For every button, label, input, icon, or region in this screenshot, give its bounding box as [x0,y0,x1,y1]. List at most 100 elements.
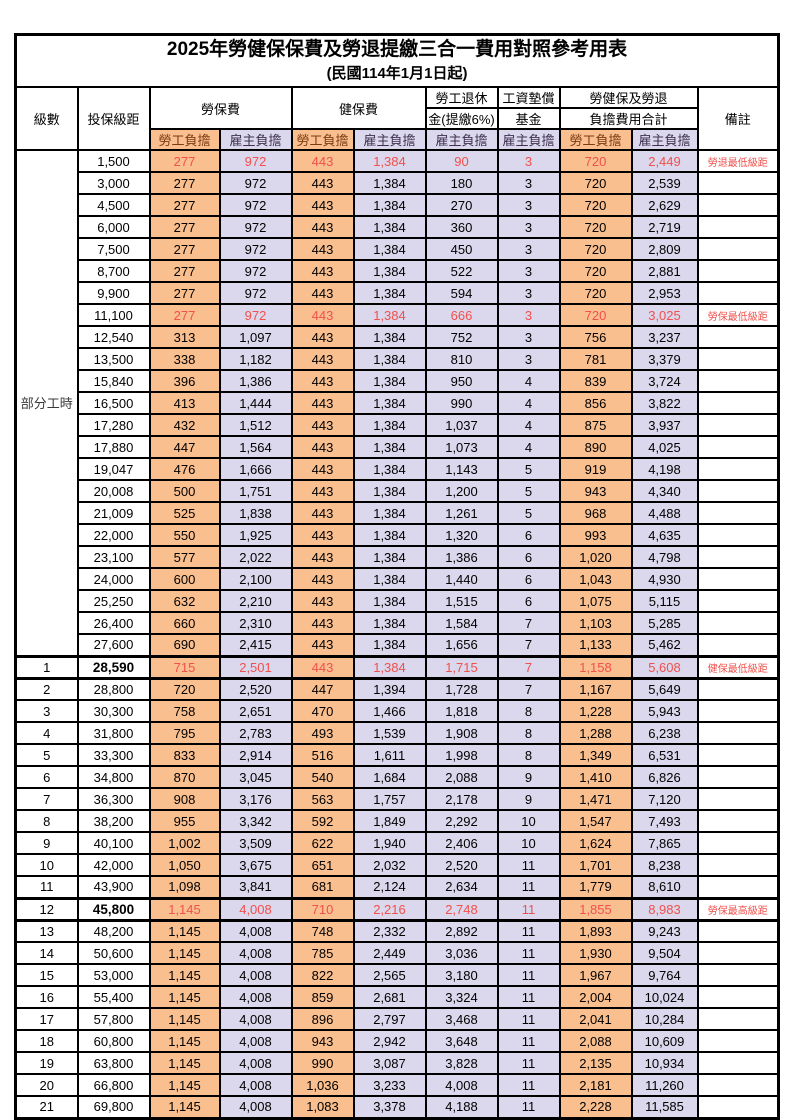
value-cell: 443 [290,611,355,635]
value-cell: 4 [496,413,561,437]
value-cell: 1,666 [218,457,293,481]
value-cell: 943 [290,1029,355,1053]
table-row: 13 48,200 1,145 4,008 748 2,332 2,892 11 1,893 9,… [14,919,780,943]
value-cell: 7 [496,611,561,635]
value-cell: 3,468 [424,1007,499,1031]
remark-cell [696,853,780,877]
value-cell: 277 [148,215,221,239]
value-cell: 1,849 [352,809,427,833]
remark-cell [696,501,780,525]
value-cell: 1,384 [352,435,427,459]
value-cell: 1,261 [424,501,499,525]
value-cell: 592 [290,809,355,833]
value-cell: 5,943 [630,699,699,723]
value-cell: 758 [148,699,221,723]
table-row: 6,000 277 972 443 1,384 360 3 720 2,719 [16,215,780,239]
salary-bracket-cell: 34,800 [76,765,151,789]
value-cell: 1,050 [148,853,221,877]
value-cell: 3,841 [218,875,293,899]
table-row: 2 28,800 720 2,520 447 1,394 1,728 7 1,167 5,649 [14,677,780,701]
value-cell: 4,008 [218,1051,293,1075]
value-cell: 443 [290,413,355,437]
value-cell: 2,022 [218,545,293,569]
part-time-group-cell: 部分工時 [14,149,79,657]
value-cell: 870 [148,765,221,789]
value-cell: 1,043 [558,567,633,591]
value-cell: 600 [148,567,221,591]
value-cell: 1,684 [352,765,427,789]
value-cell: 443 [290,193,355,217]
value-cell: 4,008 [218,1095,293,1119]
value-cell: 1,020 [558,545,633,569]
value-cell: 277 [148,193,221,217]
salary-bracket-cell: 1,500 [76,149,151,173]
value-cell: 1,925 [218,523,293,547]
value-cell: 955 [148,809,221,833]
value-cell: 1,779 [558,875,633,899]
subheader-pension-employer: 雇主負擔 [424,128,499,151]
value-cell: 443 [290,654,355,680]
value-cell: 6,826 [630,765,699,789]
table-row: 1 28,590 715 2,501 443 1,384 1,715 7 1,158 5,608 健… [14,654,780,680]
title-row: 2025年勞健保保費及勞退提繳三合一費用對照參考用表 (民國114年1月1日起) [14,33,780,88]
table-row: 3,000 277 972 443 1,384 180 3 720 2,539 [16,171,780,195]
table-row: 17,280 432 1,512 443 1,384 1,037 4 875 3,937 [16,413,780,437]
salary-bracket-cell: 13,500 [76,347,151,371]
value-cell: 720 [558,237,633,261]
value-cell: 443 [290,391,355,415]
value-cell: 1,384 [352,413,427,437]
value-cell: 11 [496,1051,561,1075]
level-cell: 1 [14,654,79,680]
value-cell: 443 [290,171,355,195]
remark-cell [696,237,780,261]
value-cell: 3,025 [630,303,699,327]
col-header-level: 級數 [14,86,79,151]
table-row: 16 55,400 1,145 4,008 859 2,681 3,324 11 2,004 10… [14,985,780,1009]
value-cell: 3 [496,149,561,173]
value-cell: 1,228 [558,699,633,723]
value-cell: 1,083 [290,1095,355,1119]
salary-bracket-cell: 23,100 [76,545,151,569]
value-cell: 11 [496,985,561,1009]
value-cell: 1,515 [424,589,499,613]
table-row: 24,000 600 2,100 443 1,384 1,440 6 1,043 4,930 [16,567,780,591]
value-cell: 2,100 [218,567,293,591]
page-title: 2025年勞健保保費及勞退提繳三合一費用對照參考用表 [166,39,628,60]
salary-bracket-cell: 38,200 [76,809,151,833]
value-cell: 10,284 [630,1007,699,1031]
value-cell: 1,384 [352,654,427,680]
value-cell: 476 [148,457,221,481]
value-cell: 4,025 [630,435,699,459]
value-cell: 1,145 [148,1073,221,1097]
value-cell: 1,547 [558,809,633,833]
value-cell: 443 [290,457,355,481]
table-row: 17 57,800 1,145 4,008 896 2,797 3,468 11 2,041 10… [14,1007,780,1031]
table-row: 4 31,800 795 2,783 493 1,539 1,908 8 1,288 6,238 [14,721,780,745]
salary-bracket-cell: 63,800 [76,1051,151,1075]
value-cell: 3,724 [630,369,699,393]
value-cell: 1,037 [424,413,499,437]
remark-cell [696,1051,780,1075]
value-cell: 715 [148,654,221,680]
value-cell: 1,103 [558,611,633,635]
value-cell: 11 [496,896,561,922]
value-cell: 563 [290,787,355,811]
value-cell: 781 [558,347,633,371]
value-cell: 10 [496,831,561,855]
value-cell: 360 [424,215,499,239]
value-cell: 2,124 [352,875,427,899]
remark-cell [696,589,780,613]
value-cell: 1,386 [218,369,293,393]
value-cell: 3 [496,193,561,217]
level-cell: 6 [14,765,79,789]
value-cell: 666 [424,303,499,327]
value-cell: 1,349 [558,743,633,767]
value-cell: 1,998 [424,743,499,767]
value-cell: 1,838 [218,501,293,525]
value-cell: 4,008 [218,1073,293,1097]
value-cell: 752 [424,325,499,349]
remark-cell: 勞保最低級距 [696,303,780,327]
value-cell: 9 [496,787,561,811]
remark-cell [696,1007,780,1031]
value-cell: 2,449 [630,149,699,173]
